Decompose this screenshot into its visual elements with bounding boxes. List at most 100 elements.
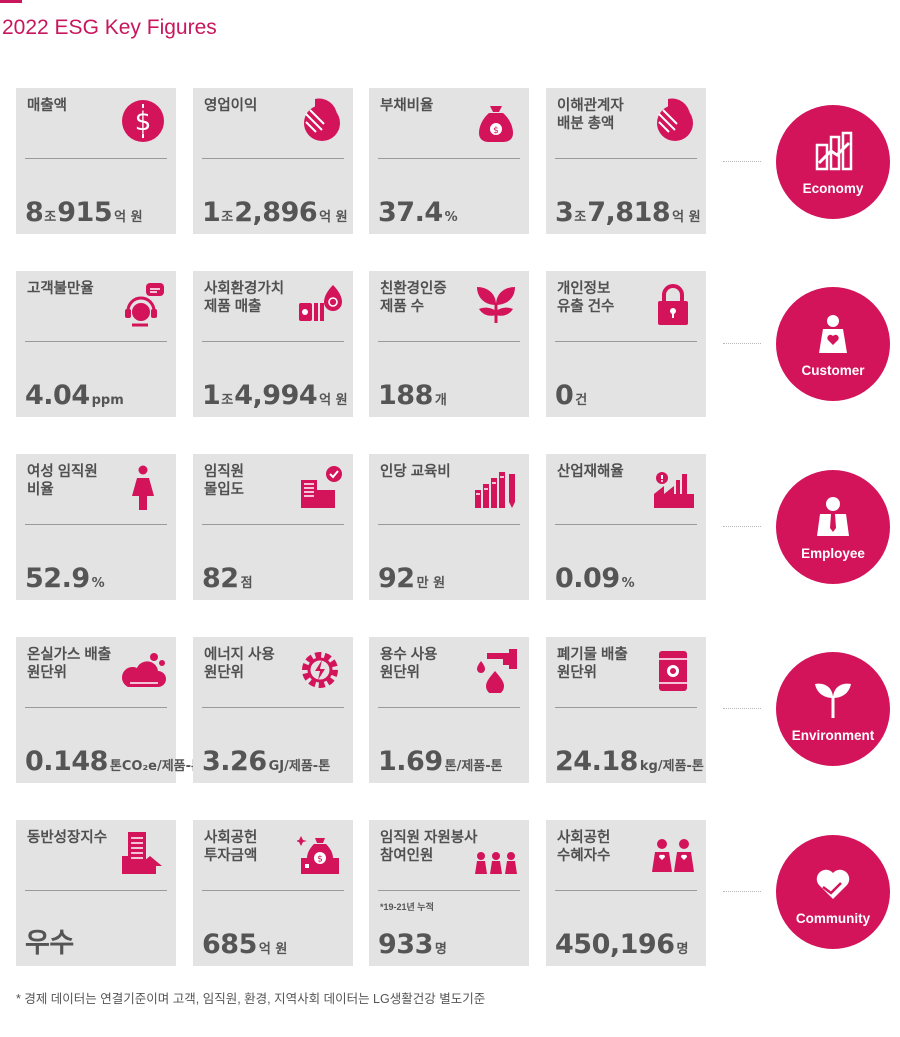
figure-value: 1조2,896 억 원 [202,197,348,228]
figure-card: 매출액 $8조915 억 원 [16,88,176,234]
figure-card: 부채비율 $37.4% [369,88,529,234]
figure-value: 24.18 kg/제품-톤 [555,746,704,777]
figure-value: 37.4% [378,197,458,228]
figure-label: 에너지 사용 원단위 [204,647,275,681]
divider [25,158,167,159]
figure-unit: % [621,576,635,591]
divider [555,341,697,342]
figure-label: 이해관계자 배분 총액 [557,98,624,132]
figure-label: 온실가스 배출 원단위 [27,647,112,681]
growth-building-icon [120,830,166,876]
divider [555,158,697,159]
cloud-icon [120,647,166,693]
divider [202,707,344,708]
figure-number: 1 [202,197,221,228]
divider [378,158,520,159]
figure-number: 3 [555,197,574,228]
figure-value: 3.26 GJ/제품-톤 [202,746,330,777]
figure-value: 933 명 [378,929,447,960]
page-title: 2022 ESG Key Figures [2,16,217,39]
figure-label: 인당 교육비 [380,464,451,480]
figure-value: 우수 [25,921,74,960]
figure-number: 3.26 [202,746,267,777]
divider [555,524,697,525]
figure-mid-unit: 조 [221,393,234,408]
heart-hands-icon [816,869,850,899]
figure-number: 우수 [25,928,74,959]
figure-unit: 톤/제품-톤 [444,759,503,774]
connector-dots [723,891,761,892]
lock-icon [650,281,696,327]
figure-label: 산업재해율 [557,464,624,480]
accent-bar [0,0,22,3]
figure-label: 용수 사용 원단위 [380,647,438,681]
eco-money-icon [297,281,343,327]
figure-value: 188 개 [378,380,447,411]
svg-text:$: $ [317,855,323,865]
figure-label: 사회공헌 수혜자수 [557,830,611,864]
figure-value: 3조7,818 억 원 [555,197,701,228]
svg-text:$: $ [135,107,152,137]
faucet-drop-icon [473,647,519,693]
figure-value: 450,196 명 [555,929,688,960]
leaves-icon [473,281,519,327]
figure-label: 여성 임직원 비율 [27,464,98,498]
woman-icon [120,464,166,510]
figure-card: 이해관계자 배분 총액 3조7,818 억 원 [546,88,706,234]
headset-chat-icon [120,281,166,327]
divider [378,341,520,342]
figure-mid-unit: 조 [44,210,57,225]
figure-unit: % [91,576,105,591]
figure-label: 영업이익 [204,98,258,114]
figure-value: 92 만 원 [378,563,445,594]
connector-dots [723,526,761,527]
figure-number: 1 [202,380,221,411]
figure-card: 개인정보 유출 건수 0 건 [546,271,706,417]
divider [378,524,520,525]
employee-icon [817,497,849,536]
divider [202,158,344,159]
figure-label: 사회공헌 투자금액 [204,830,258,864]
connector-dots [723,343,761,344]
category-label: Community [795,911,871,926]
figure-card: 영업이익 1조2,896 억 원 [193,88,353,234]
category-environment: Environment [776,652,890,766]
figure-unit: 억 원 [319,210,348,225]
figure-unit: 억 원 [114,210,143,225]
figure-card: 폐기물 배출 원단위 24.18 kg/제품-톤 [546,637,706,783]
figure-card: 사회공헌 수혜자수 450,196 명 [546,820,706,966]
figure-label: 임직원 몰입도 [204,464,245,498]
figure-unit: 톤CO₂e/제품-톤 [109,759,203,774]
figure-number: 0.148 [25,746,108,777]
figure-card: 용수 사용 원단위 1.69 톤/제품-톤 [369,637,529,783]
figure-number: 450,196 [555,929,675,960]
figure-note: *19-21년 누적 [380,902,434,912]
footnote: * 경제 데이터는 연결기준이며 고객, 임직원, 환경, 지역사회 데이터는 … [16,992,486,1006]
figure-mid-unit: 조 [221,210,234,225]
figure-mid-unit: 조 [574,210,587,225]
dollar-circle-icon: $ [120,98,166,144]
figure-value: 1조4,994 억 원 [202,380,348,411]
figure-number: 1.69 [378,746,443,777]
figure-number: 685 [202,929,257,960]
factory-icon [650,464,696,510]
figure-value: 0.148 톤CO₂e/제품-톤 [25,746,203,777]
customer-heart-icon [819,315,847,353]
figure-card: 에너지 사용 원단위 3.26 GJ/제품-톤 [193,637,353,783]
figure-unit: kg/제품-톤 [639,759,704,774]
figure-label: 폐기물 배출 원단위 [557,647,628,681]
category-employee: Employee [776,470,890,584]
barrel-icon [650,647,696,693]
category-community: Community [776,835,890,949]
divider [25,524,167,525]
figure-number: 52.9 [25,563,90,594]
figure-label: 사회환경가치 제품 매출 [204,281,285,315]
category-label: Environment [791,728,875,743]
figure-value: 685 억 원 [202,929,287,960]
pie-chart-icon [297,98,343,144]
figure-unit: 건 [575,393,588,408]
figure-unit: 만 원 [416,576,446,591]
category-label: Economy [802,181,864,196]
figure-label: 고객불만율 [27,281,94,297]
